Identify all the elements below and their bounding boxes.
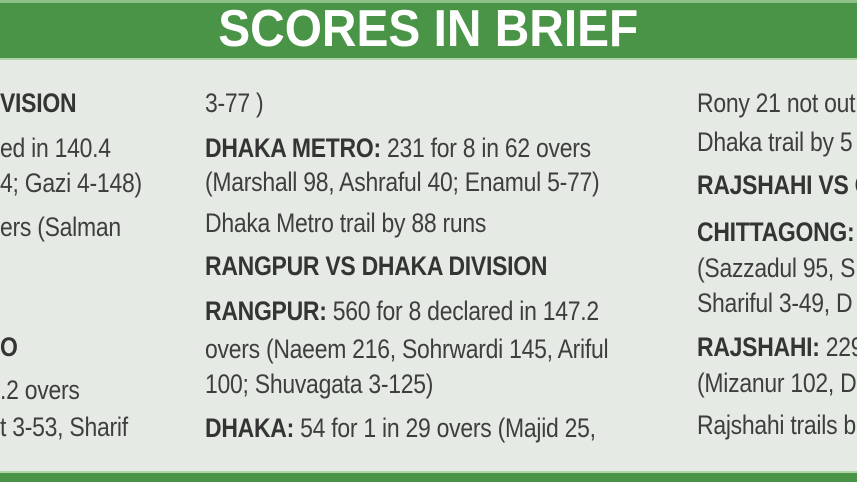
score-text-bold: RANGPUR: <box>205 296 327 326</box>
score-line: 3-77 ) <box>205 88 264 118</box>
score-line: .2 overs <box>0 375 80 405</box>
header-bar: SCORES IN BRIEF <box>0 0 857 60</box>
score-line: DHAKA: 54 for 1 in 29 overs (Majid 25, <box>205 413 596 443</box>
score-line: RANGPUR: 560 for 8 declared in 147.2 <box>205 296 599 326</box>
score-line: (Marshall 98, Ashraful 40; Enamul 5-77) <box>205 167 600 197</box>
score-text: Rony 21 not out <box>697 88 856 118</box>
score-text: Dhaka trail by 5 <box>697 127 853 157</box>
score-text: t 3-53, Sharif <box>0 412 128 442</box>
score-text: 560 for 8 declared in 147.2 <box>326 296 599 326</box>
score-line: (Sazzadul 95, S <box>697 253 855 283</box>
score-line: t 3-53, Sharif <box>0 412 128 442</box>
score-line: Shariful 3-49, D <box>697 288 853 318</box>
score-text-bold: RAJSHAHI: <box>697 332 820 362</box>
score-text: 229 <box>825 332 857 362</box>
score-text: (Marshall 98, Ashraful 40; Enamul 5-77) <box>205 167 600 197</box>
score-text: ers (Salman <box>0 212 121 242</box>
score-line: ers (Salman <box>0 212 121 242</box>
score-text-bold: RANGPUR VS DHAKA DIVISION <box>205 251 548 281</box>
score-text: ed in 140.4 <box>0 133 111 163</box>
footer-bar <box>0 471 857 482</box>
score-text: 100; Shuvagata 3-125) <box>205 369 434 399</box>
score-line: O <box>0 332 18 362</box>
panel-title: SCORES IN BRIEF <box>218 0 639 58</box>
score-text: (Mizanur 102, D <box>697 368 857 398</box>
score-line: DHAKA METRO: 231 for 8 in 62 overs <box>205 133 591 163</box>
score-line: 4; Gazi 4-148) <box>0 168 142 198</box>
score-text-bold: RAJSHAHI VS C <box>697 170 857 200</box>
score-line: RANGPUR VS DHAKA DIVISION <box>205 251 547 281</box>
score-line: ed in 140.4 <box>0 133 111 163</box>
score-text-bold: VISION <box>0 88 77 118</box>
score-text: Rajshahi trails b <box>697 410 856 440</box>
score-text: .2 overs <box>0 375 80 405</box>
score-text: (Sazzadul 95, S <box>697 253 856 283</box>
score-text: 231 for 8 in 62 overs <box>380 133 591 163</box>
score-text: 54 for 1 in 29 overs (Majid 25, <box>293 413 596 443</box>
score-line: (Mizanur 102, D <box>697 368 857 398</box>
score-text-bold: CHITTAGONG: <box>697 217 855 247</box>
score-text: Dhaka Metro trail by 88 runs <box>205 208 487 238</box>
score-text-bold: DHAKA: <box>205 413 294 443</box>
score-text-bold: DHAKA METRO: <box>205 133 381 163</box>
score-text: Shariful 3-49, D <box>697 288 853 318</box>
score-text: 3-77 ) <box>205 88 264 118</box>
score-line: overs (Naeem 216, Sohrwardi 145, Ariful <box>205 334 609 364</box>
score-line: CHITTAGONG: <box>697 217 855 247</box>
score-text-bold: O <box>0 332 18 362</box>
score-line: Rajshahi trails b <box>697 410 856 440</box>
score-line: 100; Shuvagata 3-125) <box>205 369 433 399</box>
score-line: RAJSHAHI VS C <box>697 170 857 200</box>
score-text: 4; Gazi 4-148) <box>0 168 142 198</box>
score-line: Dhaka Metro trail by 88 runs <box>205 208 486 238</box>
score-line: Dhaka trail by 5 <box>697 127 853 157</box>
score-text: overs (Naeem 216, Sohrwardi 145, Ariful <box>205 334 609 364</box>
score-line: RAJSHAHI: 229 <box>697 332 857 362</box>
score-line: Rony 21 not out <box>697 88 855 118</box>
score-line: VISION <box>0 88 77 118</box>
